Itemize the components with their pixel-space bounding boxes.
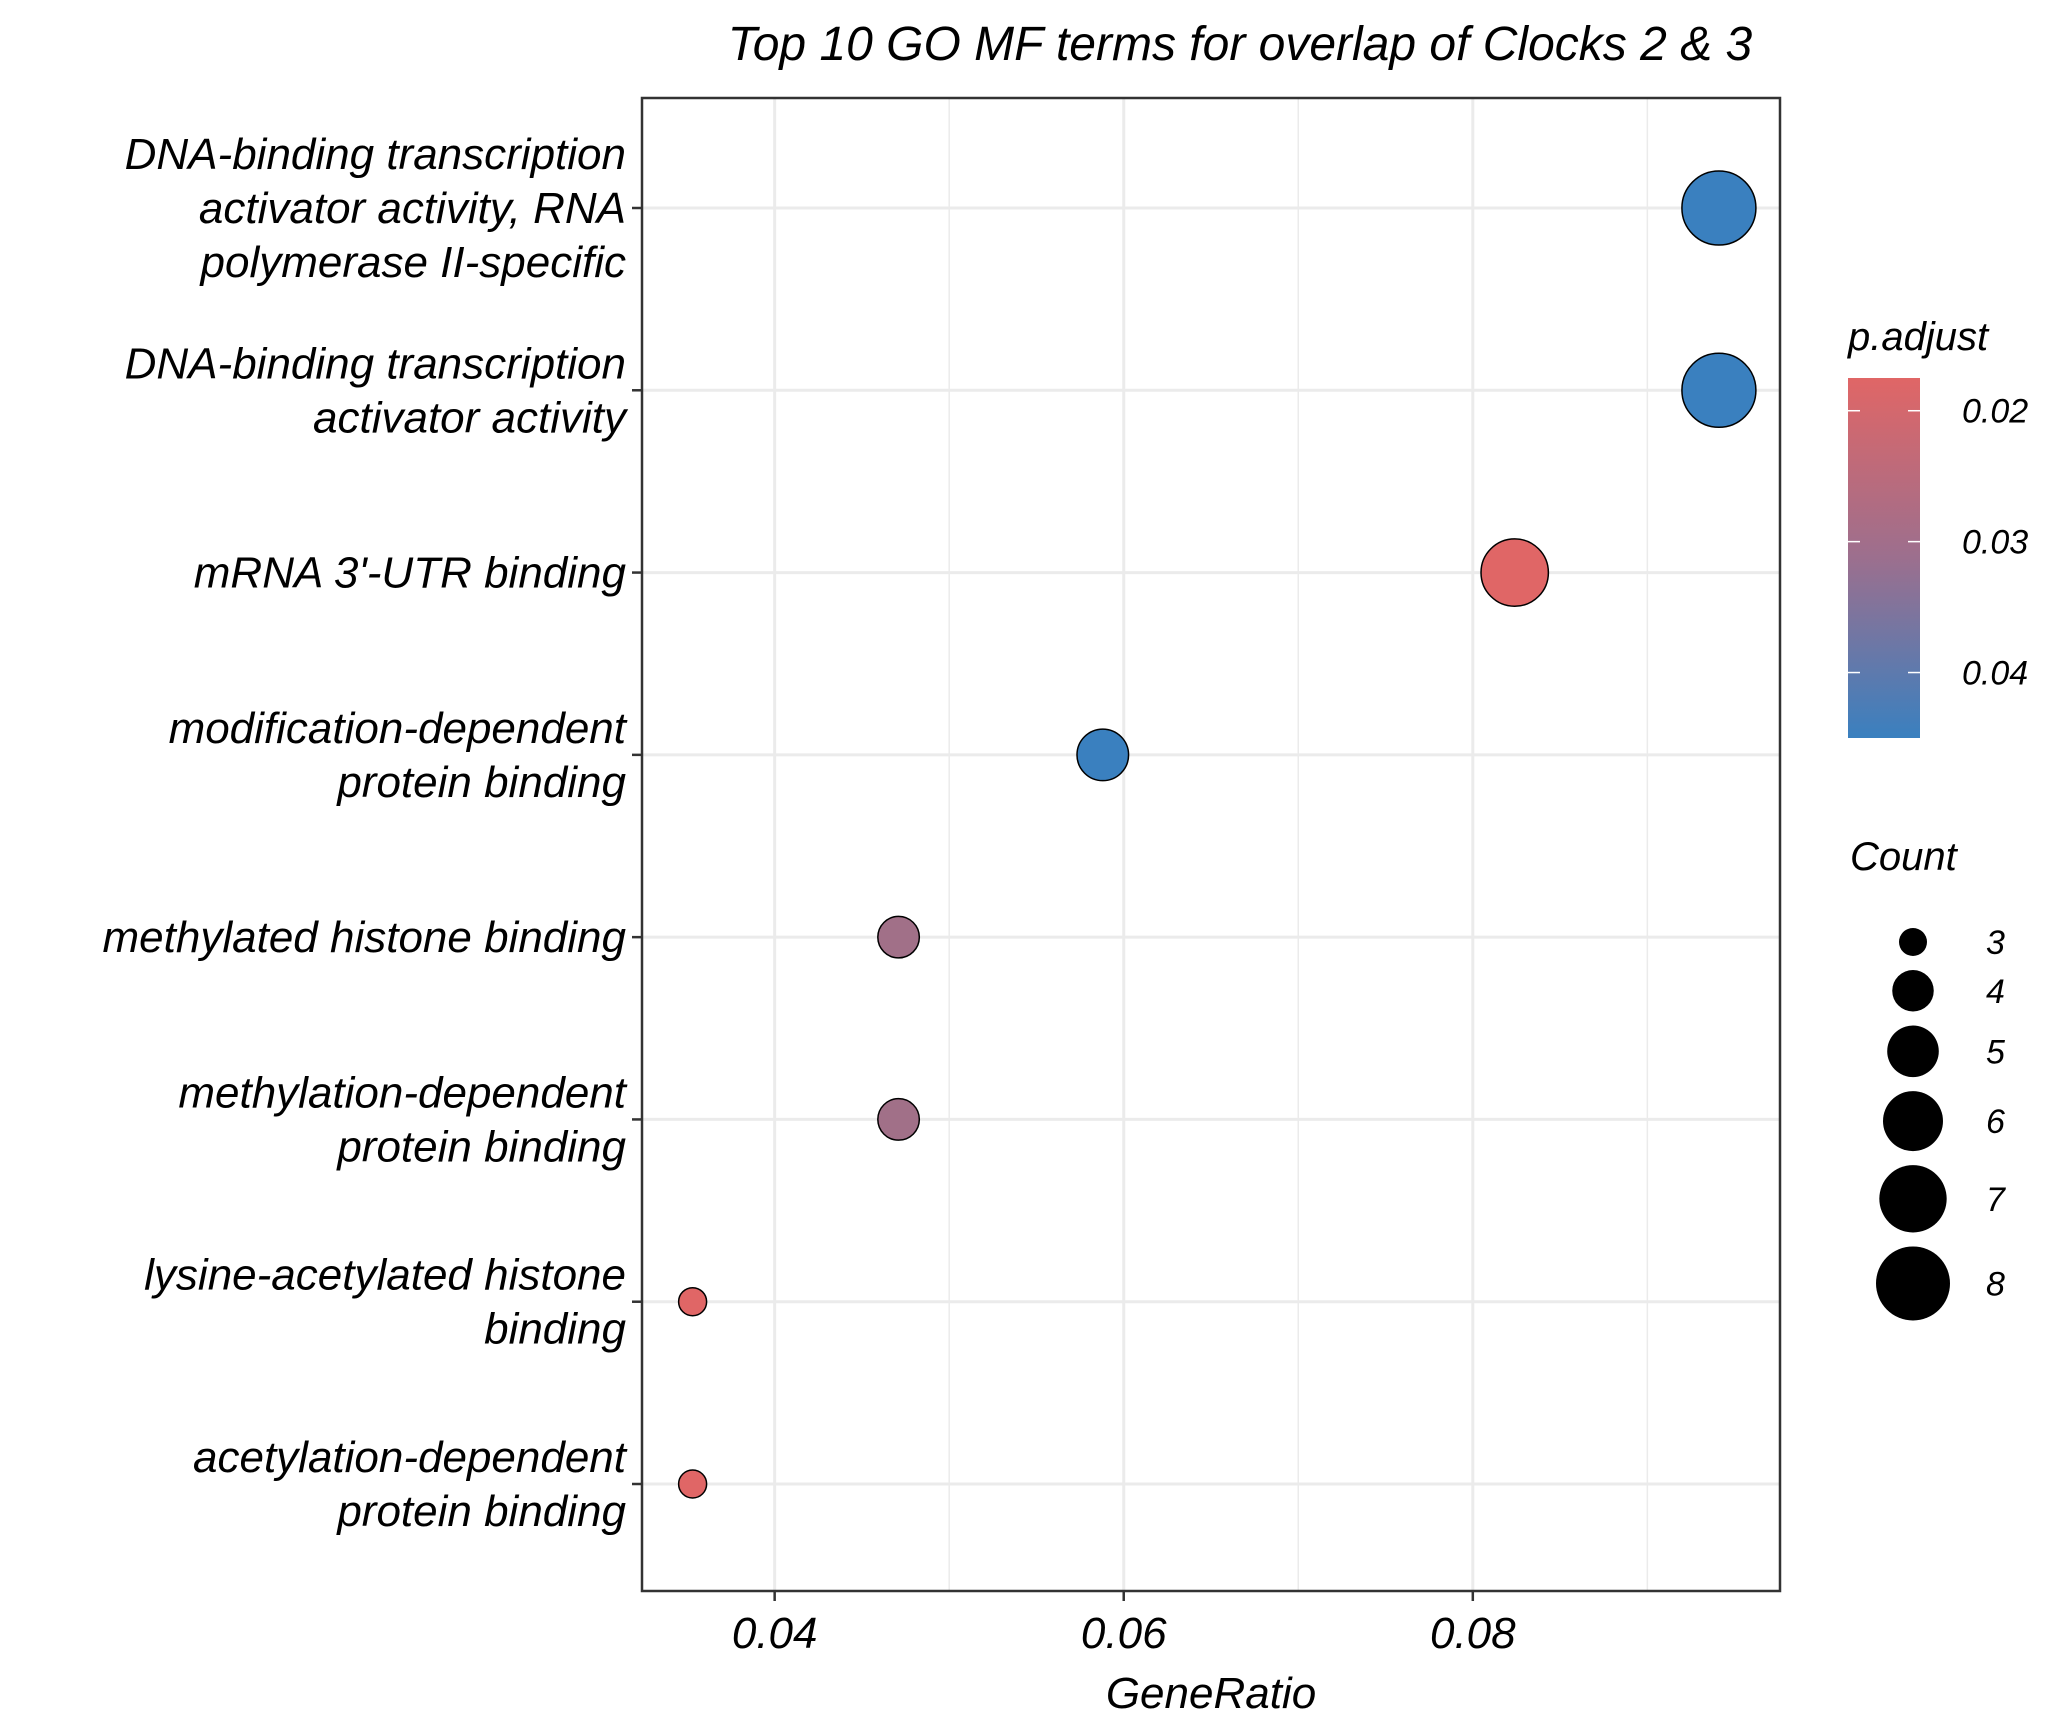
y-tick-label: DNA-binding transcription activator activ… (125, 339, 629, 442)
grid-lines (642, 98, 1780, 1591)
x-tick-label: 0.08 (1430, 1609, 1516, 1658)
size-legend: Count 3 4 5 6 7 8 (1850, 835, 2006, 1321)
color-legend: p.adjust 0.02 0.03 0.04 (1847, 315, 2028, 738)
y-tick-label-line: binding (484, 1305, 626, 1354)
size-legend-key (1892, 970, 1934, 1012)
y-tick-label-line: acetylation-dependent (193, 1433, 628, 1482)
y-tick-label: mRNA 3'-UTR binding (194, 549, 627, 598)
size-legend-label: 6 (1986, 1103, 2005, 1141)
y-tick-label-line: DNA-binding transcription (125, 339, 626, 388)
size-legend-key (1879, 1165, 1947, 1233)
x-axis-label: GeneRatio (1106, 1669, 1316, 1718)
y-axis: DNA-binding transcription activator activ… (103, 130, 642, 1536)
color-legend-bar (1848, 378, 1920, 738)
size-legend-key (1899, 928, 1927, 956)
y-tick-label-line: lysine-acetylated histone (144, 1251, 626, 1300)
size-legend-key (1883, 1091, 1943, 1152)
y-tick-label: methylated histone binding (103, 913, 627, 962)
color-legend-label: 0.04 (1962, 655, 2028, 693)
y-tick-label: methylation-dependent protein binding (178, 1068, 627, 1171)
y-tick-label: DNA-binding transcription activator activ… (125, 130, 626, 287)
size-legend-label: 3 (1986, 924, 2005, 962)
size-legend-label: 8 (1986, 1265, 2005, 1303)
color-legend-label: 0.03 (1962, 524, 2028, 562)
y-tick-label-line: modification-dependent (169, 704, 628, 753)
data-point (1681, 170, 1757, 246)
y-tick-label-line: methylated histone binding (103, 913, 627, 962)
data-point (677, 1469, 708, 1499)
data-point (877, 1097, 921, 1141)
y-tick-label: modification-dependent protein binding (169, 704, 628, 807)
y-tick-label-line: methylation-dependent (178, 1068, 627, 1117)
x-axis: 0.04 0.06 0.08 (732, 1591, 1516, 1658)
chart-title: Top 10 GO MF terms for overlap of Clocks… (728, 18, 1753, 71)
data-point (1480, 538, 1550, 608)
color-legend-title: p.adjust (1847, 315, 1990, 359)
size-legend-label: 4 (1986, 973, 2005, 1011)
y-tick-label: acetylation-dependent protein binding (193, 1433, 628, 1536)
y-tick-label-line: protein binding (335, 1487, 626, 1536)
x-tick-label: 0.06 (1081, 1609, 1167, 1658)
plot-panel-border (640, 96, 1782, 1593)
size-legend-key (1876, 1246, 1950, 1321)
data-points (677, 170, 1757, 1499)
data-point (1076, 728, 1130, 782)
y-tick-label-line: polymerase II-specific (199, 238, 626, 287)
x-tick-label: 0.04 (732, 1609, 818, 1658)
data-point (1681, 352, 1757, 429)
size-legend-title: Count (1850, 835, 1959, 879)
y-tick-label-line: DNA-binding transcription (125, 130, 626, 179)
size-legend-key (1887, 1025, 1939, 1078)
y-tick-label-line: activator activity, RNA (199, 184, 626, 233)
y-tick-label: lysine-acetylated histone binding (144, 1251, 626, 1354)
y-tick-label-line: protein binding (335, 1122, 626, 1171)
size-legend-label: 5 (1986, 1033, 2005, 1071)
y-tick-label-line: protein binding (335, 758, 626, 807)
color-legend-label: 0.02 (1962, 393, 2028, 431)
size-legend-label: 7 (1986, 1181, 2006, 1219)
data-point (677, 1286, 708, 1317)
y-tick-label-line: mRNA 3'-UTR binding (194, 549, 627, 598)
y-tick-label-line: activator activity (313, 393, 629, 442)
data-point (877, 915, 921, 959)
